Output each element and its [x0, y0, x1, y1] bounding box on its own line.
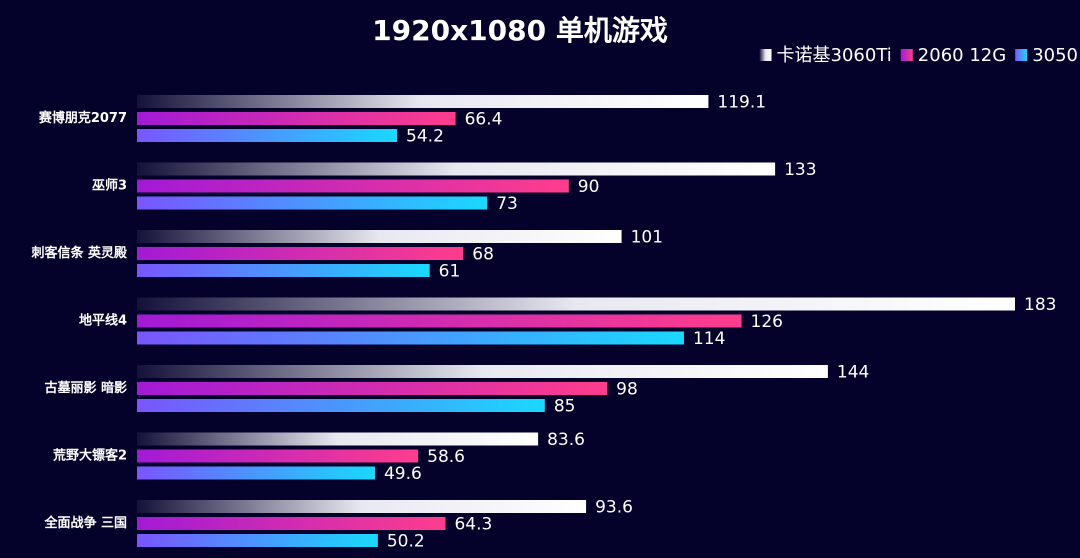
bar: [137, 517, 446, 530]
bar: [137, 331, 684, 345]
data-label: 50.2: [387, 532, 425, 552]
data-label: 93.6: [595, 498, 633, 518]
bar: [137, 247, 464, 260]
legend-swatch: [900, 49, 913, 61]
data-label: 83.6: [547, 430, 585, 450]
bar: [137, 129, 398, 142]
category-label: 古墓丽影 暗影: [44, 380, 127, 396]
legend-label: 卡诺基3060Ti: [777, 45, 892, 66]
data-label: 119.1: [717, 93, 766, 113]
bar: [137, 196, 488, 210]
data-label: 126: [751, 312, 783, 332]
data-label: 68: [472, 245, 494, 265]
data-label: 61: [439, 262, 461, 282]
bar: [137, 230, 622, 243]
category-label: 全面战争 三国: [43, 515, 127, 531]
data-label: 101: [631, 228, 663, 248]
data-label: 183: [1024, 295, 1056, 315]
bar: [137, 112, 456, 125]
data-label: 98: [616, 380, 638, 400]
data-label: 49.6: [384, 464, 422, 484]
category-label: 巫师3: [92, 178, 127, 194]
data-label: 73: [496, 194, 518, 214]
bar: [137, 162, 776, 176]
bar: [137, 179, 569, 193]
bar: [137, 399, 545, 412]
bar: [137, 314, 742, 328]
data-label: 144: [837, 363, 869, 383]
data-label: 66.4: [465, 110, 503, 130]
bar: [137, 534, 378, 547]
legend-swatch: [759, 49, 772, 61]
bar: [137, 382, 608, 395]
data-label: 54.2: [406, 127, 444, 147]
category-label: 赛博朋克2077: [38, 110, 127, 126]
data-label: 90: [578, 177, 600, 197]
data-label: 64.3: [454, 515, 492, 535]
data-label: 85: [554, 397, 576, 417]
data-label: 114: [693, 329, 725, 349]
bar: [137, 95, 709, 108]
data-label: 133: [784, 160, 816, 180]
chart-title: 1920x1080 单机游戏: [372, 14, 668, 47]
legend-label: 2060 12G: [918, 45, 1006, 66]
bar: [137, 432, 539, 446]
bar: [137, 449, 419, 463]
bar: [137, 500, 587, 513]
bar: [137, 365, 828, 378]
category-label: 刺客信条 英灵殿: [31, 245, 128, 261]
bar: [137, 264, 430, 277]
bar: [137, 466, 375, 480]
legend-swatch: [1015, 49, 1028, 61]
category-label: 荒野大镖客2: [52, 448, 127, 464]
data-label: 58.6: [427, 447, 465, 467]
category-label: 地平线4: [79, 313, 127, 329]
bar: [137, 297, 1015, 311]
legend-label: 3050: [1032, 45, 1078, 66]
